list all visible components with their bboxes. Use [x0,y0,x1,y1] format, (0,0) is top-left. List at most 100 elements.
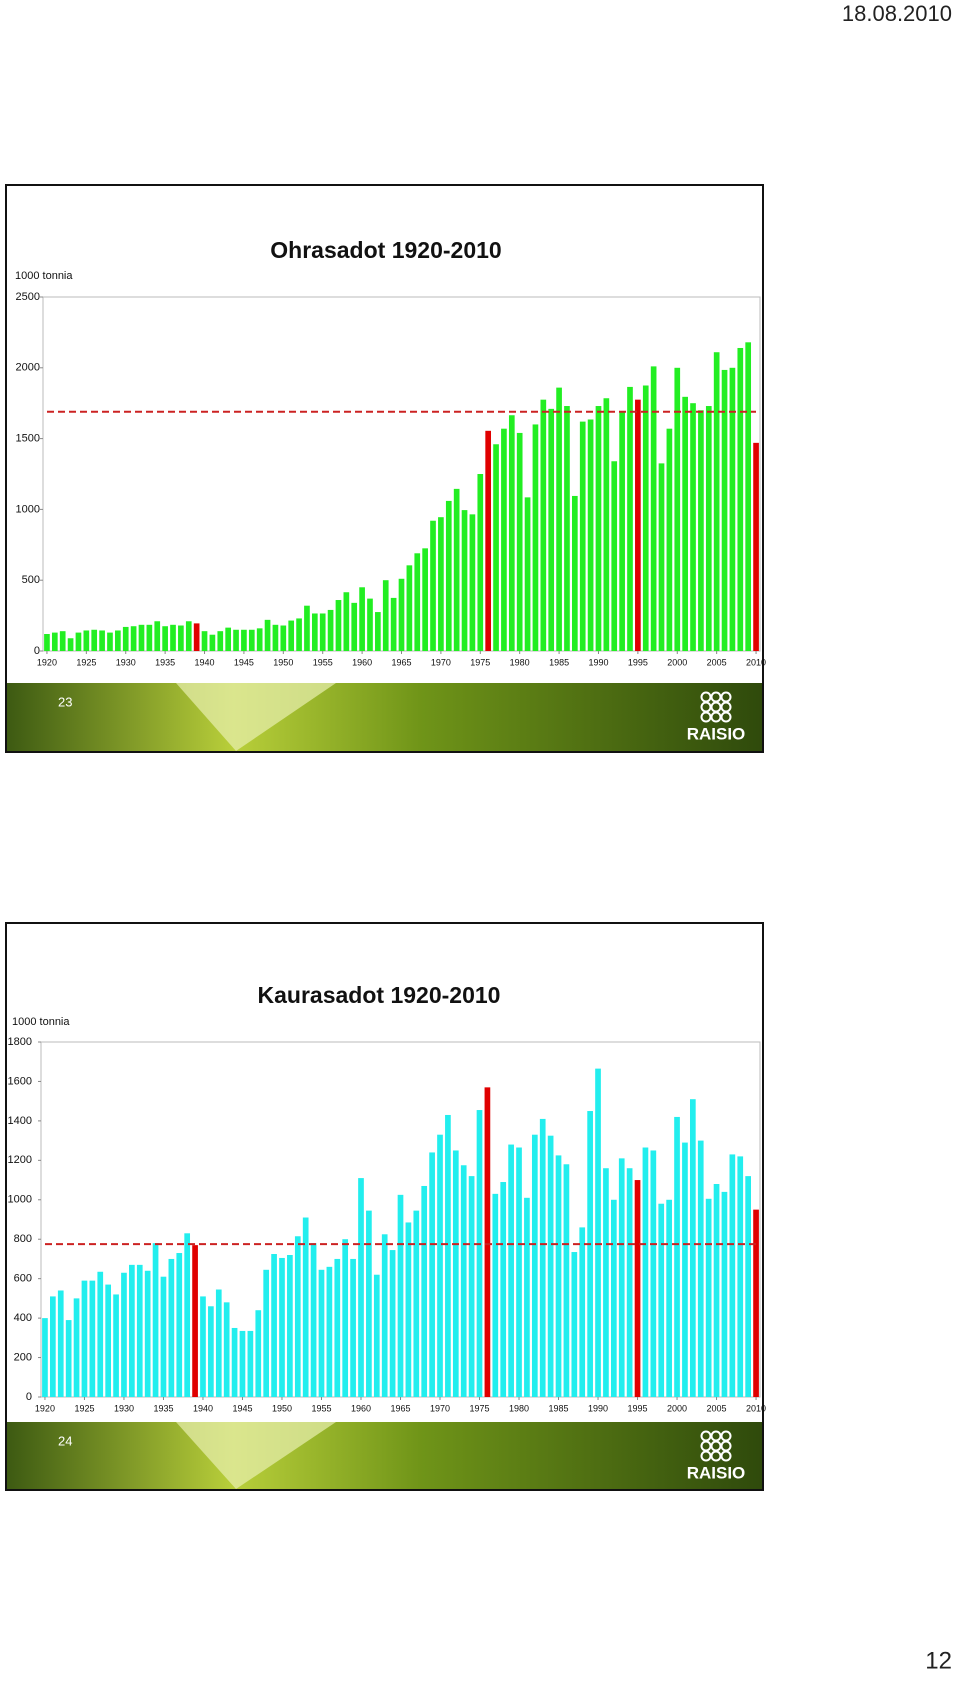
x-tick-label: 1950 [272,1403,292,1413]
y-tick-label: 200 [14,1351,32,1363]
x-tick-label: 1930 [114,1403,134,1413]
bar [358,1178,364,1397]
bar [721,1191,728,1397]
bar [635,399,641,651]
bar [627,386,633,651]
bar [460,1165,467,1397]
decoration [176,1422,336,1489]
bar [390,597,397,651]
chart-title: Ohrasadot 1920-2010 [270,237,501,263]
bar [319,613,326,651]
bar [350,1258,356,1397]
bar [524,497,531,651]
x-tick-label: 1945 [232,1403,252,1413]
y-tick-label: 2000 [16,362,40,374]
x-tick-label: 1960 [351,1403,371,1413]
bar [397,1194,404,1397]
bar [185,621,192,651]
x-tick-label: 1990 [588,1403,608,1413]
bar [335,600,342,651]
x-tick-label: 1980 [509,1403,529,1413]
bar [294,1236,301,1397]
bar [603,398,610,651]
bar [737,347,744,651]
bar [75,632,82,651]
bar [445,1114,451,1397]
bar [342,1239,349,1397]
bar [152,1243,159,1397]
slide-number: 23 [58,694,72,709]
bar [146,624,153,651]
bar [721,369,728,651]
x-tick-label: 1985 [549,657,569,667]
bar [539,1118,546,1397]
bar [547,1135,554,1397]
bar [452,1150,459,1397]
bar [745,342,752,651]
y-tick-label: 1000 [8,1194,32,1206]
bar [572,495,578,651]
bar [51,632,58,651]
x-tick-label: 1935 [153,1403,173,1413]
bar [753,442,759,651]
page-number: 12 [925,1647,952,1674]
bar [587,1111,593,1397]
bar [136,1264,143,1397]
bar [500,1182,507,1397]
y-tick-label: 400 [14,1312,32,1324]
bar [468,1176,475,1397]
bar [367,598,373,651]
bar [626,1168,633,1397]
logo: RAISIO [687,724,746,743]
bar [233,629,239,651]
bar [611,461,618,651]
bar [201,631,208,651]
x-tick-label: 1925 [74,1403,94,1413]
bar [516,432,523,651]
bar [579,1227,586,1397]
bar [223,1302,230,1397]
bar [107,632,113,651]
x-tick-label: 1920 [37,657,57,667]
bar [405,1222,412,1397]
bar [532,424,539,651]
bar [42,1318,48,1397]
bar [67,638,74,651]
bar [556,387,562,651]
bar [398,578,405,651]
x-tick-label: 1940 [193,1403,213,1413]
x-tick-label: 1980 [510,657,530,667]
bar [666,1199,672,1397]
x-tick-label: 1965 [391,657,411,667]
bar [690,403,696,651]
bar [73,1298,80,1397]
x-tick-label: 1950 [273,657,293,667]
bar [484,1087,491,1397]
x-tick-label: 1960 [352,657,372,667]
bar [334,1258,341,1397]
bar [168,1258,175,1397]
bar [89,1280,96,1397]
bar [264,619,271,651]
bar [122,626,129,651]
bar [650,366,657,651]
bar [105,1284,112,1397]
bar [689,1099,696,1397]
logo-icon [720,1450,732,1462]
bar [753,1209,759,1397]
bar [280,625,287,651]
bar [272,624,279,651]
bar [81,1280,88,1397]
x-tick-label: 1970 [430,1403,450,1413]
bar [192,1245,198,1397]
y-axis-label: 1000 tonnia [15,270,73,282]
bar [501,428,507,651]
y-tick-label: 1000 [16,503,40,515]
bar [729,1154,736,1397]
bar [288,620,295,651]
x-tick-label: 1995 [628,1403,648,1413]
x-tick-label: 2005 [707,1403,727,1413]
bar [311,613,318,651]
bar [296,618,302,651]
bar [508,415,515,651]
